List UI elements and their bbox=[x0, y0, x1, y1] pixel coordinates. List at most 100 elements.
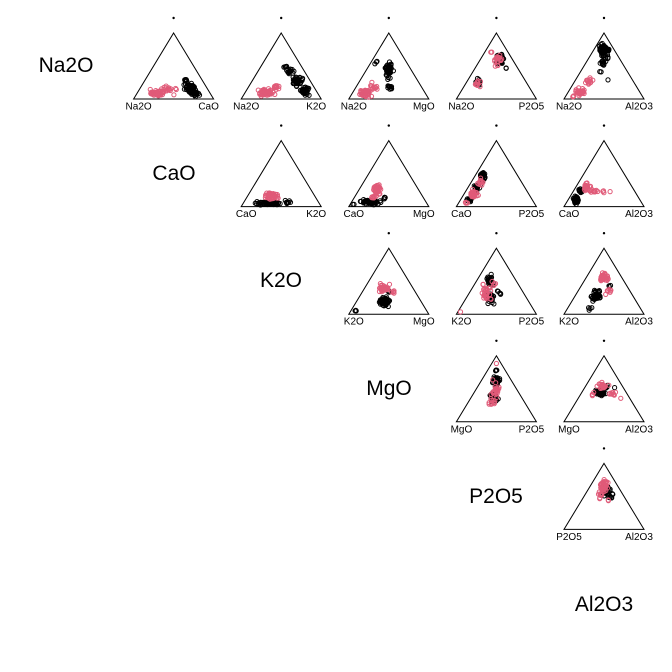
ternary-panel-K2O-Al2O3: K2O Al2O3 bbox=[559, 232, 653, 328]
ternary-panel-CaO-P2O5: CaO P2O5 bbox=[451, 124, 545, 220]
diagonal-label-al2o3: Al2O3 bbox=[574, 593, 634, 616]
ternary-panel-CaO-MgO: CaO MgO bbox=[344, 124, 435, 220]
corner-label-left: P2O5 bbox=[556, 532, 582, 543]
ternary-panel-K2O-P2O5: K2O P2O5 bbox=[451, 232, 545, 328]
corner-label-left: Na2O bbox=[233, 102, 259, 113]
apex-marker-dot bbox=[602, 232, 606, 235]
points-pink bbox=[598, 270, 614, 297]
points-pink bbox=[595, 477, 612, 504]
corner-label-left: Na2O bbox=[126, 102, 152, 113]
points-pink bbox=[462, 175, 486, 206]
corner-label-right: P2O5 bbox=[519, 424, 545, 435]
apex-marker-dot bbox=[495, 124, 498, 127]
triangle-frame bbox=[563, 32, 645, 100]
corner-label-right: P2O5 bbox=[519, 102, 545, 113]
points-black bbox=[596, 40, 612, 83]
corner-label-right: Al2O3 bbox=[625, 102, 653, 113]
triangle-frame bbox=[563, 139, 645, 208]
ternary-panel-CaO-K2O: CaO K2O bbox=[236, 124, 326, 220]
corner-label-left: Na2O bbox=[341, 102, 367, 113]
corner-label-left: MgO bbox=[558, 424, 580, 435]
points-black bbox=[350, 194, 388, 208]
points-pink bbox=[486, 360, 502, 407]
apex-marker-dot bbox=[495, 16, 498, 20]
triangle-frame bbox=[455, 32, 538, 100]
corner-label-left: CaO bbox=[236, 209, 257, 220]
corner-label-left: CaO bbox=[451, 209, 472, 220]
points-pink bbox=[147, 83, 179, 99]
diagonal-label-p2o5: P2O5 bbox=[469, 485, 523, 508]
corner-label-left: K2O bbox=[451, 317, 471, 328]
apex-marker-dot bbox=[495, 232, 498, 235]
points-pink bbox=[589, 379, 624, 401]
ternary-panel-Na2O-P2O5: Na2O P2O5 bbox=[448, 16, 545, 113]
ternary-panel-MgO-P2O5: MgO P2O5 bbox=[451, 339, 545, 435]
triangle-frame bbox=[563, 354, 645, 423]
points-pink bbox=[255, 83, 282, 99]
points-pink bbox=[570, 75, 596, 100]
apex-marker-dot bbox=[387, 124, 390, 127]
corner-label-left: Na2O bbox=[556, 102, 582, 113]
diagonal-label-k2o: K2O bbox=[259, 269, 303, 292]
apex-marker-dot bbox=[387, 16, 390, 20]
corner-label-right: CaO bbox=[198, 102, 219, 113]
apex-marker-dot bbox=[602, 124, 606, 127]
diagonal-label-na2o: Na2O bbox=[38, 54, 94, 77]
corner-label-right: Al2O3 bbox=[625, 532, 653, 543]
points-black bbox=[252, 197, 294, 208]
apex-marker-dot bbox=[172, 16, 175, 20]
triangle-frame bbox=[455, 139, 538, 208]
triangle-frame bbox=[455, 247, 538, 315]
points-black bbox=[181, 77, 203, 100]
corner-label-right: P2O5 bbox=[519, 209, 545, 220]
points-black bbox=[372, 58, 396, 92]
apex-marker-dot bbox=[602, 16, 606, 20]
ternary-panel-CaO-Al2O3: CaO Al2O3 bbox=[559, 124, 653, 220]
corner-label-right: MgO bbox=[413, 317, 435, 328]
corner-label-right: MgO bbox=[413, 209, 435, 220]
diagonal-label-cao: CaO bbox=[152, 162, 196, 185]
triangle-frame bbox=[132, 32, 215, 100]
apex-marker-dot bbox=[495, 339, 498, 342]
corner-label-left: CaO bbox=[559, 209, 580, 220]
diagonal-label-mgo: MgO bbox=[366, 377, 412, 400]
corner-label-right: K2O bbox=[306, 209, 326, 220]
ternary-panel-K2O-MgO: K2O MgO bbox=[344, 232, 435, 328]
apex-marker-dot bbox=[602, 339, 606, 342]
triangle-frame bbox=[240, 139, 323, 208]
ternary-panel-P2O5-Al2O3: P2O5 Al2O3 bbox=[556, 447, 653, 543]
ternary-panel-Na2O-CaO: Na2O CaO bbox=[126, 16, 219, 113]
corner-label-right: MgO bbox=[413, 102, 435, 113]
triangle-frame bbox=[347, 247, 430, 315]
apex-marker-dot bbox=[280, 16, 283, 20]
points-pink bbox=[357, 79, 380, 100]
ternary-panel-MgO-Al2O3: MgO Al2O3 bbox=[558, 339, 653, 435]
apex-marker-dot bbox=[602, 447, 606, 450]
points-black bbox=[570, 186, 585, 207]
corner-label-right: Al2O3 bbox=[625, 209, 653, 220]
triangle-frame bbox=[347, 139, 430, 208]
points-pink bbox=[457, 278, 499, 315]
points-pink bbox=[369, 182, 384, 201]
corner-label-right: Al2O3 bbox=[625, 317, 653, 328]
apex-marker-dot bbox=[387, 232, 390, 235]
points-pink bbox=[376, 281, 397, 296]
corner-label-right: P2O5 bbox=[519, 317, 545, 328]
corner-label-right: Al2O3 bbox=[625, 424, 653, 435]
points-pink bbox=[472, 49, 505, 90]
points-black bbox=[281, 63, 312, 98]
ternary-panel-Na2O-MgO: Na2O MgO bbox=[341, 16, 435, 113]
corner-label-left: K2O bbox=[344, 317, 364, 328]
corner-label-left: K2O bbox=[559, 317, 579, 328]
triangle-frame bbox=[563, 462, 645, 530]
points-pink bbox=[262, 190, 281, 202]
ternary-panel-Na2O-Al2O3: Na2O Al2O3 bbox=[556, 16, 653, 113]
apex-marker-dot bbox=[280, 124, 283, 127]
points-black bbox=[586, 282, 614, 313]
corner-label-left: CaO bbox=[344, 209, 365, 220]
triangle-frame bbox=[347, 32, 430, 100]
triangle-frame bbox=[563, 247, 645, 315]
corner-label-right: K2O bbox=[306, 102, 326, 113]
